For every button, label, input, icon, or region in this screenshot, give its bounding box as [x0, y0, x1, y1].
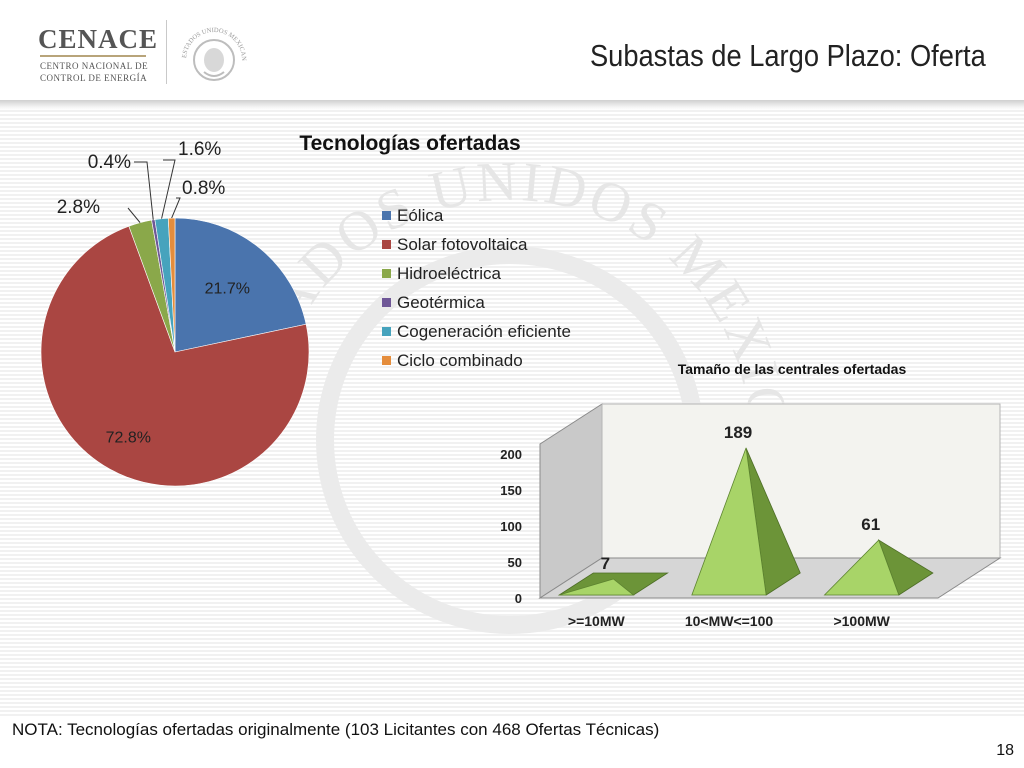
legend-swatch-1: [382, 211, 391, 220]
bar-value-label-2: 189: [724, 423, 752, 442]
legend-swatch-6: [382, 356, 391, 365]
logo-subtitle-line-2: CONTROL DE ENERGÍA: [40, 73, 148, 83]
pie-label-6: 0.8%: [182, 178, 225, 199]
logo-subtitle: CENTRO NACIONAL DE CONTROL DE ENERGÍA: [40, 60, 148, 84]
legend-swatch-5: [382, 327, 391, 336]
y-tick-label: 0: [515, 591, 522, 606]
legend-swatch-2: [382, 240, 391, 249]
pie-leader-3: [127, 207, 141, 223]
pie-label-4: 0.4%: [88, 152, 131, 173]
x-category-label-2: 10<MW<=100: [685, 613, 774, 629]
y-tick-label: 150: [500, 483, 522, 498]
pie-leader-4: [134, 161, 154, 220]
y-tick-label: 100: [500, 519, 522, 534]
logo-divider: [166, 20, 167, 84]
national-seal-icon: ESTADOS UNIDOS MEXICANOS: [178, 20, 247, 81]
page-title: Subastas de Largo Plazo: Oferta: [590, 38, 986, 73]
legend-label-2: Solar fotovoltaica: [397, 235, 528, 254]
logo-name: CENACE: [38, 24, 159, 54]
chart-back-wall: [601, 403, 1001, 559]
bar-value-label-1: 7: [601, 554, 610, 573]
y-tick-label: 50: [508, 555, 522, 570]
legend-label-6: Ciclo combinado: [397, 351, 523, 370]
legend-label-3: Hidroeléctrica: [397, 264, 501, 283]
x-category-label-1: >=10MW: [568, 613, 626, 629]
legend-label-5: Cogeneración eficiente: [397, 322, 571, 341]
legend-label-1: Eólica: [397, 206, 444, 225]
pie-label-3: 2.8%: [57, 197, 100, 218]
logo-subtitle-line-1: CENTRO NACIONAL DE: [40, 61, 149, 71]
header: CENACE CENTRO NACIONAL DE CONTROL DE ENE…: [0, 0, 1024, 104]
page-number: 18: [996, 742, 1014, 759]
pie-label-1: 21.7%: [205, 280, 250, 297]
y-tick-label: 200: [500, 447, 522, 462]
pie-slice-6: [167, 217, 176, 353]
pyramid-bar-3: [823, 539, 900, 596]
pie-legend: Eólica Solar fotovoltaica Hidroeléctrica Ge…: [382, 206, 571, 370]
pie-label-2: 72.8%: [106, 429, 151, 446]
pyramid-bar-chart: 0 50 100 150 200 7 >=10MW 189 10<MW<=100 61 >100MW: [500, 403, 1002, 629]
pie-slice-2: [40, 225, 310, 487]
legend-swatch-3: [382, 269, 391, 278]
pie-chart-title: Tecnologías ofertadas: [299, 132, 520, 155]
pyramid-bar-2: [691, 447, 767, 596]
legend-swatch-4: [382, 298, 391, 307]
pie-slice-1: [174, 217, 307, 353]
bar-value-label-3: 61: [861, 515, 880, 534]
pie-chart: 21.7% 72.8% 2.8% 0.4% 1.6% 0.8%: [40, 139, 310, 487]
charts-canvas: Tecnologías ofertadas 21.7% 72.8% 2.8% 0.4%…: [40, 132, 1002, 629]
watermark-seal: ESTADOS UNIDOS MEXICANOS: [230, 140, 790, 634]
legend-label-4: Geotérmica: [397, 293, 485, 312]
x-category-label-3: >100MW: [833, 613, 890, 629]
footnote: NOTA: Tecnologías ofertadas originalment…: [12, 720, 660, 739]
logo-rule: [40, 55, 146, 57]
pie-leader-6: [171, 197, 181, 219]
header-divider: [0, 100, 1024, 110]
pie-leader-5: [161, 159, 176, 219]
pyramid-bar-1-face: [559, 578, 635, 596]
pie-label-5: 1.6%: [178, 139, 221, 160]
bar-chart-title: Tamaño de las centrales ofertadas: [678, 361, 907, 377]
